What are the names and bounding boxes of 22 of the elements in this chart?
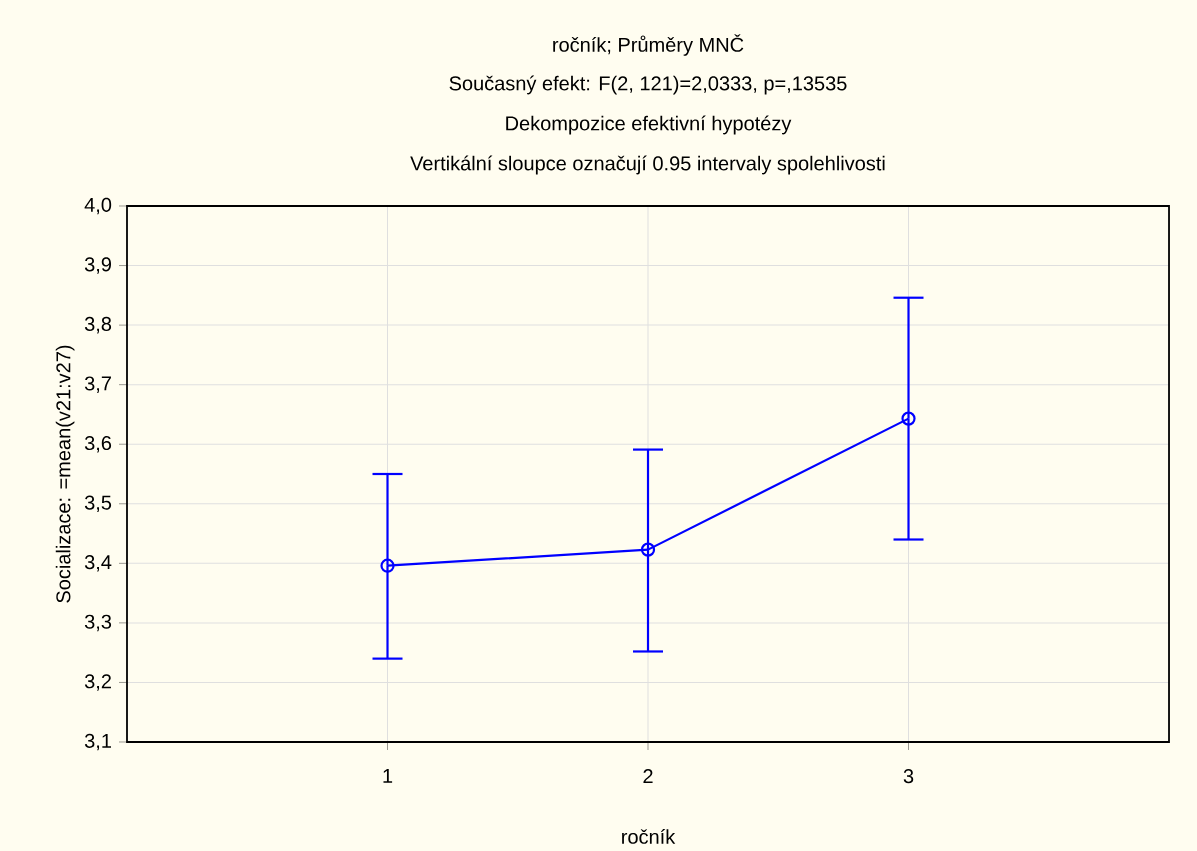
text: Dekompozice efektivní hypotézy (506, 115, 792, 135)
y-tick-label: 3,4 (84, 555, 112, 572)
x-tick-label: 1 (383, 769, 393, 783)
x-tick-label: 3 (903, 769, 914, 784)
y-tick-label: 3,7 (84, 376, 111, 393)
y-tick-label: 3,8 (84, 316, 112, 334)
y-tick-label: 3,5 (84, 495, 112, 513)
y-tick-label: 3,6 (84, 435, 112, 453)
point (380, 558, 395, 573)
chart-title: ročník; Průměry MNČ (553, 34, 744, 56)
y-axis-title: Socializace: =mean(v21:v27) (55, 345, 75, 603)
x-axis-title: ročník (622, 828, 676, 844)
chart-subtitle: Současný efekt: F(2, 121)=2,0333, p=,13535 (449, 75, 847, 95)
point (901, 411, 916, 426)
y-tick-label: 4,0 (84, 197, 112, 215)
y-tick-label: 3,9 (84, 257, 112, 274)
y-tick-label: 3,2 (84, 674, 111, 691)
y-tick-label: 3,1 (84, 733, 111, 751)
point (640, 542, 656, 557)
x-tick-label: 2 (643, 769, 653, 784)
y-tick-label: 3,3 (84, 614, 112, 632)
text: Vertikální sloupce označují 0.95 intervaly spolehlivosti (410, 155, 885, 175)
